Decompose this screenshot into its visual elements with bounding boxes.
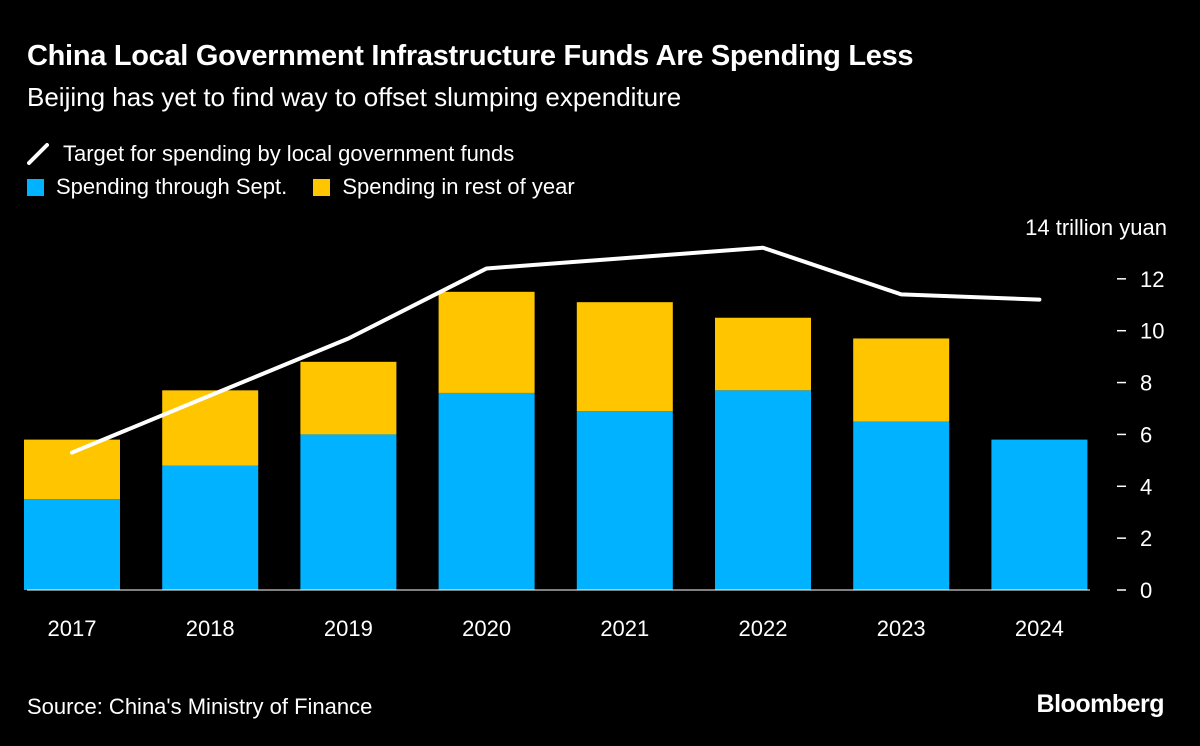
line-swatch-icon [27,143,49,165]
legend-item-through-sept: Spending through Sept. [27,171,287,203]
legend-label: Spending through Sept. [56,174,288,199]
yellow-swatch-icon [313,178,331,196]
x-tick-label: 2019 [324,616,373,641]
bar-rest-of-year-2023 [853,338,950,422]
y-axis-unit-label: 14 trillion yuan [1025,215,1167,240]
y-tick-label: 6 [1140,422,1152,447]
bar-rest-of-year-2019 [300,361,397,435]
bar-rest-of-year-2017 [24,439,120,500]
y-tick-label: 0 [1140,578,1152,603]
target-line [70,245,1042,455]
bar-rest-of-year-2020 [438,291,535,393]
y-tick-label: 8 [1140,371,1152,396]
legend-label: Target for spending by local government … [63,141,515,166]
bloomberg-logo: Bloomberg [1036,690,1165,718]
blue-swatch-icon [27,178,44,196]
y-tick-label: 2 [1140,526,1152,551]
x-tick-label: 2023 [877,616,926,641]
legend: Target for spending by local government … [27,138,787,203]
bar-through-sept-2024 [991,439,1088,590]
bar-rest-of-year-2021 [576,302,673,412]
source-note: Source: China's Ministry of Finance [27,694,373,719]
bar-through-sept-2017 [24,499,120,590]
bar-through-sept-2021 [576,411,673,590]
legend-label: Spending in rest of year [342,174,575,199]
bar-through-sept-2023 [853,421,950,590]
x-tick-label: 2021 [600,616,649,641]
legend-item-rest-of-year: Spending in rest of year [313,171,575,203]
bar-through-sept-2019 [300,434,397,590]
y-tick-label: 12 [1140,267,1164,292]
bar-through-sept-2022 [715,390,811,590]
bar-rest-of-year-2022 [715,317,811,391]
legend-item-target: Target for spending by local government … [27,138,514,170]
y-tick-label: 4 [1140,474,1152,499]
bar-rest-of-year-2018 [162,390,259,466]
x-tick-label: 2022 [739,616,788,641]
chart-title: China Local Government Infrastructure Fu… [27,40,914,72]
x-tick-label: 2020 [462,616,511,641]
bar-through-sept-2018 [162,465,259,590]
x-tick-label: 2024 [1015,616,1064,641]
x-tick-label: 2017 [48,616,97,641]
y-tick-label: 10 [1140,319,1164,344]
x-tick-label: 2018 [186,616,235,641]
chart-subtitle: Beijing has yet to find way to offset sl… [27,82,682,112]
bar-through-sept-2020 [438,392,535,590]
